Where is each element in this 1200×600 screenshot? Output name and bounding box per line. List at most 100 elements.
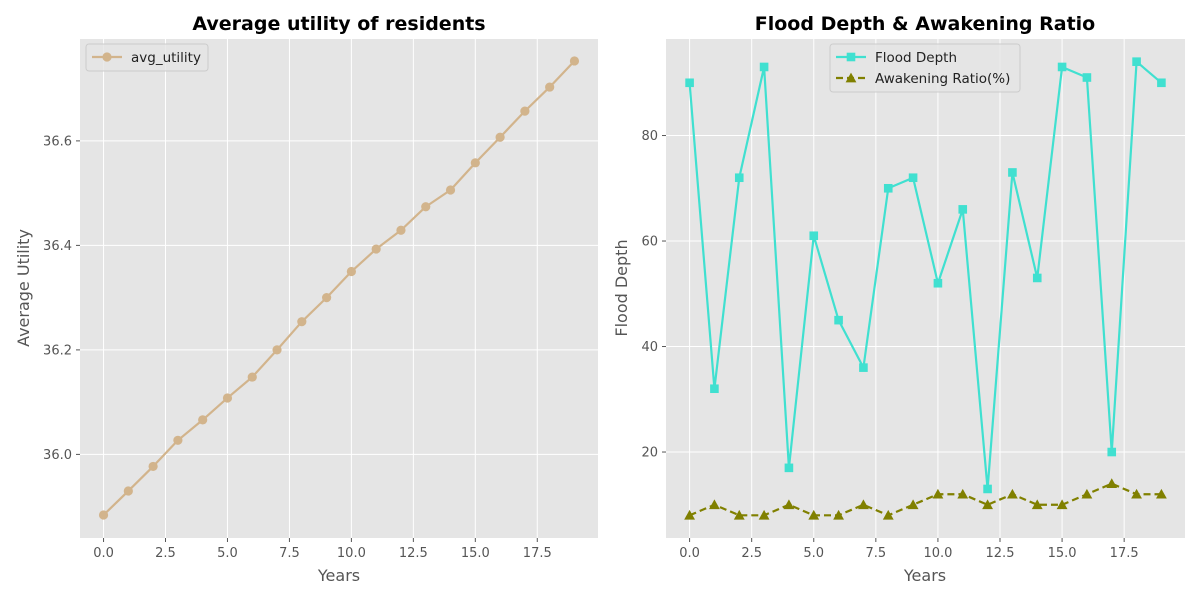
data-point: [982, 499, 993, 510]
data-point: [932, 488, 944, 499]
y-tick-label: 36.0: [43, 448, 72, 463]
data-point: [371, 244, 381, 254]
data-point: [98, 510, 109, 520]
data-point: [222, 393, 233, 403]
data-point: [346, 266, 356, 277]
x-tick-label: 2.5: [741, 546, 762, 561]
x-tick-label: 2.5: [155, 546, 176, 561]
data-point: [322, 293, 332, 303]
data-point: [1132, 57, 1141, 66]
data-point: [396, 225, 406, 235]
data-point: [1157, 78, 1166, 88]
series-avg-utility: [98, 56, 580, 520]
legend-box: [85, 43, 209, 72]
data-point: [1032, 273, 1042, 283]
data-point: [685, 78, 694, 88]
data-point: [1131, 488, 1142, 499]
data-point: [569, 56, 580, 66]
data-point: [833, 509, 844, 520]
legend-marker: [846, 52, 856, 62]
data-point: [733, 509, 745, 520]
data-point: [734, 173, 744, 183]
legend-swatch: [92, 52, 122, 62]
x-tick-label: 5.0: [803, 546, 824, 561]
data-point: [1007, 488, 1018, 499]
data-point: [1106, 478, 1118, 488]
data-point: [470, 158, 480, 168]
data-point: [883, 183, 893, 193]
x-tick-label: 5.0: [217, 546, 238, 561]
data-point: [759, 62, 769, 72]
data-point: [1156, 488, 1167, 499]
legend-swatch: [836, 52, 866, 62]
legend-box: [829, 43, 1021, 93]
legend: avg_utility: [85, 43, 209, 72]
data-point: [858, 499, 869, 510]
series-layer: [684, 57, 1167, 520]
series-layer: [98, 56, 580, 520]
x-tick-label: 7.5: [279, 546, 300, 561]
chart-flood-depth: Flood Depth & Awakening Ratio 0.0 2.5 5.0 7…: [612, 13, 1185, 585]
x-tick-label: 7.5: [865, 546, 886, 561]
data-point: [297, 317, 307, 327]
data-point: [247, 372, 257, 382]
y-tick-label: 40: [641, 340, 658, 355]
data-point: [1031, 499, 1043, 510]
data-point: [1082, 73, 1092, 82]
y-tick-label: 60: [641, 235, 658, 250]
x-tick-label: 17.5: [523, 546, 552, 561]
y-tick-label: 80: [641, 129, 658, 144]
legend-swatch: [836, 72, 866, 83]
data-point: [495, 132, 505, 142]
legend: Flood Depth Awakening Ratio(%): [829, 43, 1021, 93]
data-point: [983, 484, 992, 494]
tick-labels: 0.0 2.5 5.0 7.5 10.0 12.5 15.0 17.5 36.0 36.2 36.4…: [43, 134, 552, 561]
data-point: [173, 435, 183, 445]
plot-area: [666, 39, 1185, 538]
y-tick-label: 20: [641, 446, 658, 461]
x-axis-label: Years: [903, 566, 946, 585]
data-point: [784, 463, 794, 473]
y-axis-label: Flood Depth: [612, 239, 631, 336]
legend-marker: [845, 72, 857, 83]
x-axis-label: Years: [317, 566, 360, 585]
legend-label: avg_utility: [131, 50, 201, 66]
chart-title: Average utility of residents: [192, 13, 485, 35]
data-point: [957, 488, 969, 499]
data-point: [545, 82, 555, 92]
legend-label: Awakening Ratio(%): [875, 71, 1010, 87]
data-point: [783, 499, 795, 510]
data-point: [908, 173, 918, 183]
data-point: [758, 509, 770, 520]
x-tick-label: 15.0: [461, 546, 490, 561]
data-point: [148, 461, 158, 472]
data-point: [1057, 62, 1067, 72]
data-point: [958, 205, 968, 214]
x-tick-label: 12.5: [399, 546, 428, 561]
data-point: [520, 106, 530, 116]
x-tick-label: 10.0: [337, 546, 366, 561]
grid: [80, 39, 598, 538]
data-point: [421, 202, 431, 212]
series-awakening-ratio: [684, 478, 1167, 520]
y-tick-label: 36.2: [43, 343, 72, 358]
data-point: [1107, 447, 1117, 457]
series-line: [102, 60, 576, 516]
grid: [666, 39, 1185, 538]
legend-marker: [102, 52, 112, 62]
data-point: [123, 486, 133, 496]
chart-average-utility: Average utility of residents 0.0 2.5 5.0 7.…: [14, 13, 598, 585]
series-line: [689, 482, 1162, 517]
data-point: [809, 231, 819, 241]
y-tick-label: 36.4: [43, 239, 72, 254]
data-point: [1008, 168, 1017, 177]
data-point: [445, 185, 456, 195]
y-tick-label: 36.6: [43, 134, 72, 149]
data-point: [684, 509, 695, 520]
data-point: [1081, 488, 1093, 499]
x-tick-label: 0.0: [679, 546, 700, 561]
data-point: [272, 345, 282, 355]
data-point: [198, 415, 208, 425]
x-tick-label: 10.0: [923, 546, 952, 561]
